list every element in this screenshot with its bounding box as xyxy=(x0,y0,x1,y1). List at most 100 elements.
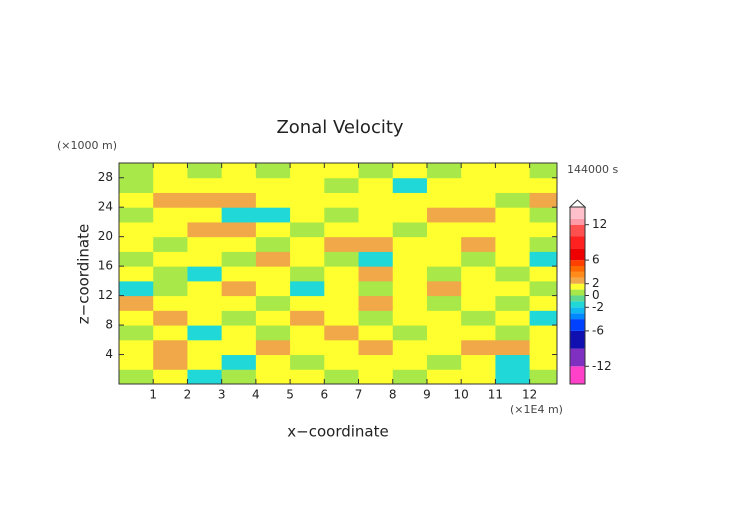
field-cell xyxy=(255,325,291,341)
field-cell xyxy=(461,325,496,341)
field-cell xyxy=(392,177,428,193)
field-cell xyxy=(461,280,496,297)
field-cell xyxy=(119,339,154,356)
field-cell xyxy=(529,163,557,179)
colorbar-band xyxy=(570,313,585,320)
field-cell xyxy=(358,163,394,179)
colorbar-band xyxy=(570,295,585,302)
field-cell xyxy=(324,354,360,370)
field-cell xyxy=(187,325,223,341)
field-cell xyxy=(324,207,360,223)
field-cell xyxy=(324,236,360,252)
field-cell xyxy=(255,295,291,311)
field-cell xyxy=(461,369,496,384)
field-cell xyxy=(221,251,257,267)
field-cell xyxy=(119,207,154,223)
x-tick-label: 10 xyxy=(454,388,469,402)
y-unit: (×1000 m) xyxy=(57,139,117,152)
field-cell xyxy=(153,177,188,193)
field-cell xyxy=(119,310,154,326)
field-cell xyxy=(392,369,428,384)
field-cell xyxy=(221,192,257,208)
field-cell xyxy=(324,325,360,341)
x-tick-label: 3 xyxy=(218,388,226,402)
colorbar-band xyxy=(570,289,585,296)
field-cell xyxy=(119,280,154,297)
field-cell xyxy=(153,310,188,326)
time-label: 144000 s xyxy=(567,163,618,176)
field-cell xyxy=(495,221,531,238)
field-cell xyxy=(119,236,154,252)
field-cell xyxy=(187,266,223,282)
field-cell xyxy=(358,295,394,311)
field-cell xyxy=(358,266,394,282)
chart-title: Zonal Velocity xyxy=(276,117,403,138)
field-cell xyxy=(426,354,462,370)
field-cell xyxy=(495,236,531,252)
field-cell xyxy=(119,354,154,370)
field-cell xyxy=(221,325,257,341)
field-cell xyxy=(255,163,291,179)
field-cell xyxy=(119,163,154,179)
field-cell xyxy=(324,266,360,282)
field-cell xyxy=(358,310,394,326)
field-cell xyxy=(426,325,462,341)
x-tick-label: 2 xyxy=(184,388,192,402)
field-cell xyxy=(255,354,291,370)
field-cell xyxy=(392,192,428,208)
field-cell xyxy=(153,354,188,370)
field-cell xyxy=(461,236,496,252)
field-cell xyxy=(495,295,531,311)
field-cell xyxy=(153,207,188,223)
colorbar-band xyxy=(570,319,585,331)
field-cell xyxy=(290,280,325,297)
field-cell xyxy=(221,221,257,238)
field-cell xyxy=(529,207,557,223)
field-cell xyxy=(290,207,325,223)
field-cell xyxy=(221,177,257,193)
field-cell xyxy=(392,207,428,223)
colorbar-tick-label: -6 xyxy=(592,323,604,337)
field-cell xyxy=(358,369,394,384)
x-tick-label: 4 xyxy=(252,388,260,402)
field-cell xyxy=(426,369,462,384)
field-cell xyxy=(221,163,257,179)
field-cell xyxy=(153,339,188,356)
field-cell xyxy=(221,266,257,282)
field-cell xyxy=(290,192,325,208)
field-cell xyxy=(324,310,360,326)
field-cell xyxy=(529,369,557,384)
field-cell xyxy=(529,177,557,193)
x-unit: (×1E4 m) xyxy=(510,403,563,416)
field-cell xyxy=(426,177,462,193)
plot-frame xyxy=(118,162,558,385)
field-cell xyxy=(187,339,223,356)
field-cell xyxy=(290,310,325,326)
y-tick-label: 28 xyxy=(98,170,113,184)
field-cell xyxy=(255,236,291,252)
field-cell xyxy=(529,280,557,297)
field-cell xyxy=(495,177,531,193)
y-axis-label: z−coordinate xyxy=(75,224,93,324)
field-cell xyxy=(461,207,496,223)
y-tick-label: 12 xyxy=(98,288,113,302)
field-cell xyxy=(495,192,531,208)
field-cell xyxy=(426,236,462,252)
field-cell xyxy=(290,236,325,252)
field-cell xyxy=(153,236,188,252)
field-cell xyxy=(495,207,531,223)
colorbar-band xyxy=(570,224,585,237)
colorbar-tick-label: 6 xyxy=(592,253,600,267)
field-cell xyxy=(358,354,394,370)
field-cell xyxy=(290,295,325,311)
field-cell xyxy=(426,295,462,311)
field-cell xyxy=(153,251,188,267)
field-cell xyxy=(324,177,360,193)
field-cell xyxy=(392,354,428,370)
field-cell xyxy=(461,354,496,370)
colorbar-band xyxy=(570,330,585,349)
field-cell xyxy=(153,369,188,384)
field-cell xyxy=(187,177,223,193)
field-cell xyxy=(358,325,394,341)
field-cell xyxy=(529,266,557,282)
